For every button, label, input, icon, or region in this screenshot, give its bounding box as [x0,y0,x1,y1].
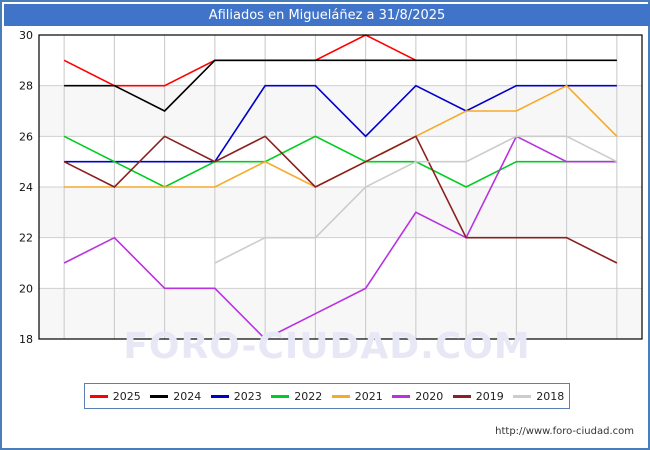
plot-area: FORO-CIUDAD.COM 18202224262830ENEFEBMARA… [2,26,650,367]
legend-item-2018[interactable]: 2018 [513,390,564,403]
legend-item-2021[interactable]: 2021 [331,389,383,403]
legend-swatch-2024 [150,394,169,398]
series-line-2020 [63,135,617,340]
legend-item-2023[interactable]: 2023 [210,389,262,403]
page-title: Afiliados en Migueláñez a 31/8/2025 [208,7,446,23]
legend-swatch-2023 [210,394,229,398]
legend-label: 2021 [354,389,383,403]
legend-swatch-2021 [331,394,350,398]
svg-text:28: 28 [19,80,33,93]
legend-item-2024[interactable]: 2024 [150,390,201,403]
window-title-bar: Afiliados en Migueláñez a 31/8/2025 [4,4,650,26]
series-line-2024 [64,59,617,112]
legend-label: 2025 [112,389,141,403]
series-line-2022 [63,135,617,188]
legend-item-2022[interactable]: 2022 [271,390,322,403]
legend-label: 2019 [475,389,504,403]
legend-label: 2022 [294,389,323,403]
legend-swatch-2019 [452,394,471,398]
footer-url: http://www.foro-ciudad.com [495,426,634,437]
chart-legend: 2025 2024 2023 2022 2021 2020 2019 2018 [84,383,570,409]
svg-text:26: 26 [19,130,33,143]
legend-label: 2024 [173,389,202,403]
legend-swatch-2018 [513,394,532,398]
series-line-2018 [214,135,618,264]
legend-label: 2018 [536,389,565,403]
legend-item-2019[interactable]: 2019 [452,389,504,403]
legend-label: 2023 [233,389,262,403]
legend-swatch-2022 [271,394,290,398]
svg-text:22: 22 [19,232,33,245]
svg-text:18: 18 [19,333,33,346]
svg-text:30: 30 [19,29,33,42]
legend-swatch-2020 [392,394,411,398]
legend-item-2025[interactable]: 2025 [89,389,141,403]
series-line-2023 [64,84,617,163]
line-chart: 18202224262830ENEFEBMARABRMAYJUNJULAGOSE… [19,29,643,346]
legend-swatch-2025 [89,394,108,398]
legend-label: 2020 [415,389,444,403]
series-line-2019 [63,135,618,264]
legend-item-2020[interactable]: 2020 [392,390,443,403]
svg-text:20: 20 [19,282,33,295]
svg-text:24: 24 [19,181,33,194]
